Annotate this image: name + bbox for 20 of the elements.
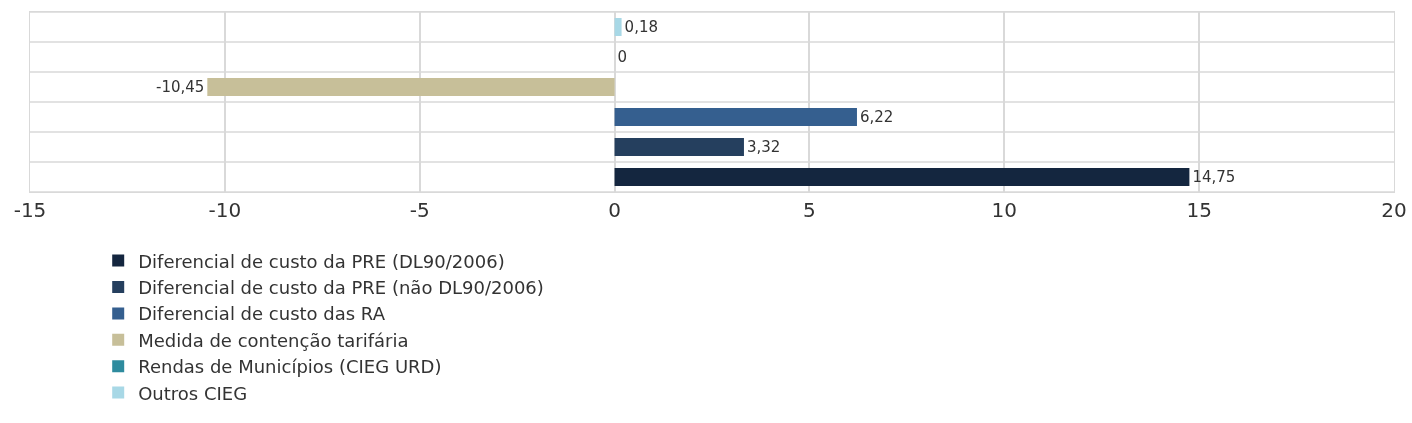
legend-label: Diferencial de custo da PRE (DL90/2006) [138, 250, 505, 272]
x-tick-label: -15 [13, 198, 47, 222]
x-tick-label: 10 [991, 198, 1018, 222]
legend-label: Rendas de Municípios (CIEG URD) [138, 356, 442, 378]
data-label: 14,75 [1192, 168, 1236, 187]
data-label: 3,32 [746, 138, 781, 157]
x-tick-label: -10 [208, 198, 242, 222]
data-label: -10,45 [155, 78, 205, 97]
legend-label: Diferencial de custo da PRE (não DL90/2006) [138, 277, 544, 299]
data-label: 6,22 [859, 108, 894, 127]
legend-label: Diferencial de custo das RA [138, 303, 386, 325]
data-label: 0 [617, 48, 628, 67]
legend-label: Outros CIEG [138, 382, 248, 404]
x-tick-label: 5 [803, 198, 816, 222]
x-tick-label: 20 [1381, 198, 1407, 222]
x-tick-label: 15 [1186, 198, 1212, 222]
legend-label: Medida de contenção tarifária [138, 329, 409, 351]
x-tick-label: -5 [409, 198, 430, 222]
x-tick-label: 0 [608, 198, 621, 222]
data-label: 0,18 [624, 18, 658, 37]
